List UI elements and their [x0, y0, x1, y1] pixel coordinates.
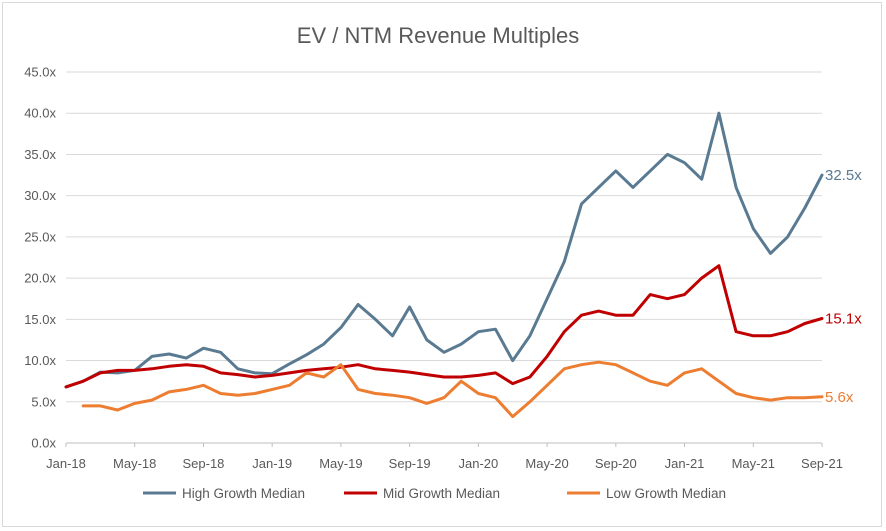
x-tick-label: May-19 [319, 456, 362, 471]
legend-label: Mid Growth Median [383, 486, 500, 501]
series-line-high-growth-median [64, 111, 824, 389]
legend-label: High Growth Median [182, 486, 305, 501]
y-tick-label: 25.0x [24, 229, 56, 244]
y-tick-label: 15.0x [24, 312, 56, 327]
y-tick-label: 10.0x [24, 353, 56, 368]
legend-label: Low Growth Median [606, 486, 726, 501]
legend: High Growth Median Mid Growth Median Low G… [143, 486, 726, 501]
x-axis-ticks: Jan-18 May-18 Sep-18 Jan-19 May-19 Sep-19 Jan-… [46, 443, 843, 471]
y-axis-ticks: 0.0x 5.0x 10.0x 15.0x 20.0x 25.0x 30.0x 35.0x 40… [24, 65, 56, 451]
y-tick-label: 40.0x [24, 106, 56, 121]
series-line-low-growth-median [81, 360, 824, 419]
y-tick-label: 35.0x [24, 147, 56, 162]
y-tick-label: 30.0x [24, 188, 56, 203]
x-tick-label: Jan-19 [252, 456, 292, 471]
x-tick-label: Sep-18 [182, 456, 224, 471]
end-labels: 32.5x 15.1x 5.6x [825, 167, 862, 406]
y-tick-label: 5.0x [31, 394, 56, 409]
end-label: 5.6x [825, 389, 854, 406]
x-tick-label: Jan-18 [46, 456, 86, 471]
x-tick-label: Sep-19 [389, 456, 431, 471]
x-tick-label: Sep-20 [595, 456, 637, 471]
y-tick-label: 45.0x [24, 65, 56, 80]
x-tick-label: Jan-20 [458, 456, 498, 471]
gridlines [66, 71, 822, 444]
x-tick-label: May-20 [525, 456, 568, 471]
end-label: 32.5x [825, 167, 862, 184]
series-line-mid-growth-median [64, 264, 824, 389]
x-tick-label: May-21 [732, 456, 775, 471]
chart-title: EV / NTM Revenue Multiples [297, 23, 579, 48]
series-lines [64, 111, 824, 419]
x-tick-label: May-18 [113, 456, 156, 471]
x-tick-label: Jan-21 [665, 456, 705, 471]
x-tick-label: Sep-21 [801, 456, 843, 471]
y-tick-label: 0.0x [31, 436, 56, 451]
end-label: 15.1x [825, 311, 862, 328]
y-tick-label: 20.0x [24, 271, 56, 286]
